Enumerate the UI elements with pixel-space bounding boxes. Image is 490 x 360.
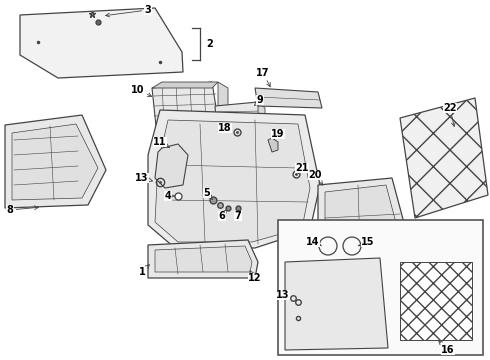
Text: 5: 5 [204,188,213,199]
Text: 4: 4 [165,191,174,201]
Text: 10: 10 [131,85,151,96]
Text: 7: 7 [235,211,242,221]
Text: 20: 20 [308,170,323,185]
Text: 15: 15 [358,237,375,247]
Text: 16: 16 [439,341,455,355]
Text: 19: 19 [271,129,285,139]
Text: 22: 22 [443,103,457,126]
Text: 17: 17 [256,68,270,87]
Polygon shape [148,240,258,278]
Bar [278,220,483,355]
Text: 1: 1 [139,265,149,277]
Text: 6: 6 [219,210,226,221]
Polygon shape [12,124,98,200]
Polygon shape [218,82,228,126]
Text: 11: 11 [153,137,170,148]
Polygon shape [20,8,183,78]
Text: 18: 18 [218,123,232,133]
Text: 3: 3 [106,5,151,17]
Polygon shape [285,258,388,350]
Polygon shape [318,178,408,255]
Polygon shape [325,185,400,248]
Text: 13: 13 [135,173,152,183]
Polygon shape [268,138,278,152]
Bar [400,262,472,340]
Text: 21: 21 [295,163,309,174]
Text: 14: 14 [306,237,321,247]
Polygon shape [5,115,106,208]
Polygon shape [258,102,265,144]
Polygon shape [255,88,322,108]
Polygon shape [148,110,320,248]
Polygon shape [155,144,188,188]
Text: 9: 9 [254,95,264,105]
Text: 8: 8 [6,205,38,215]
Polygon shape [215,102,262,142]
Polygon shape [155,246,252,272]
Polygon shape [152,82,218,126]
Text: 12: 12 [248,270,262,283]
Polygon shape [152,82,218,88]
Text: 2: 2 [207,39,213,49]
Text: 13: 13 [276,290,290,300]
Polygon shape [155,120,310,242]
Polygon shape [400,98,488,218]
